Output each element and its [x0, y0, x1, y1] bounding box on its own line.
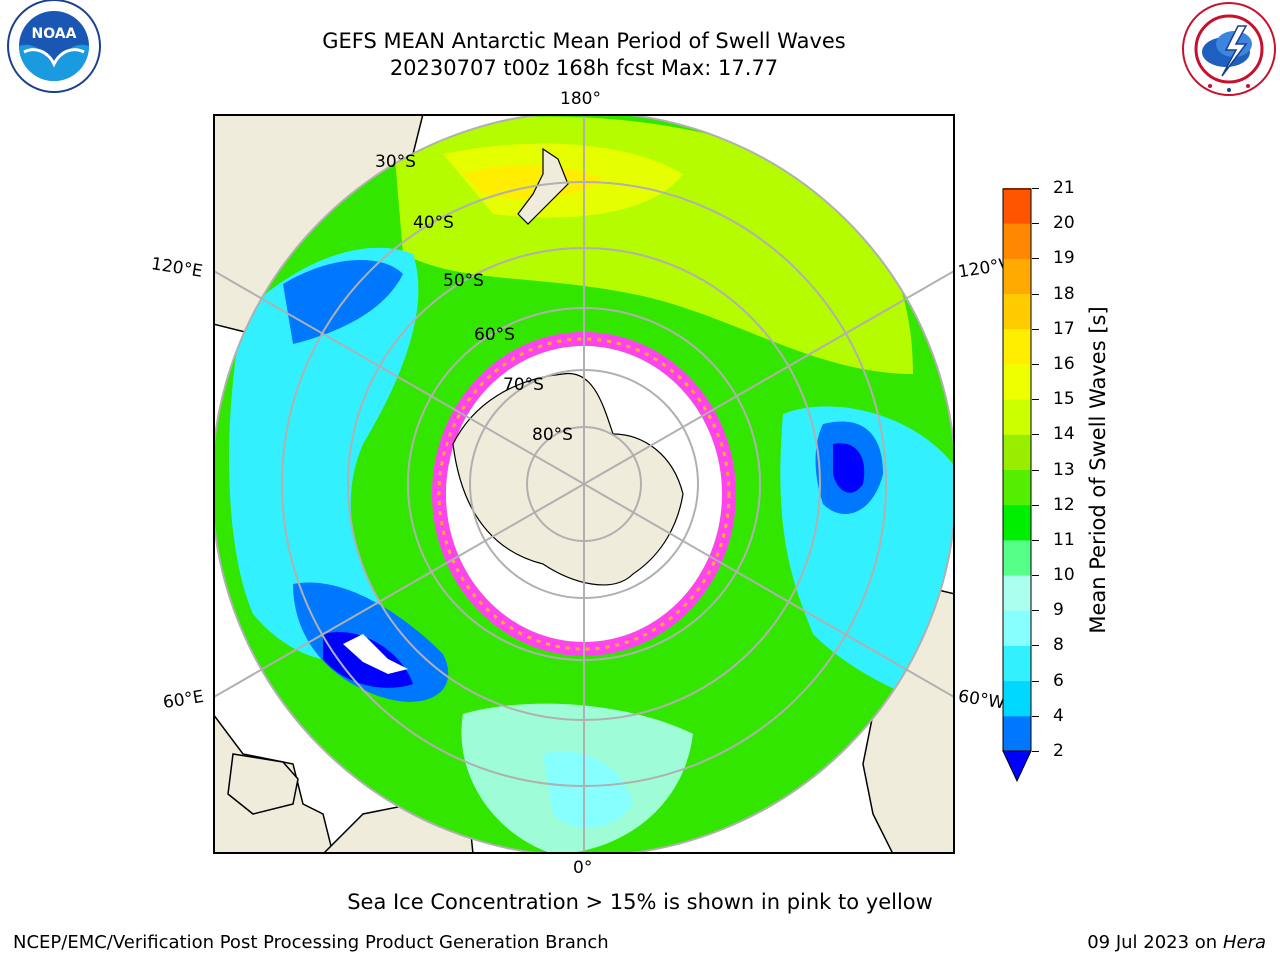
colorbar-tick-label: 19 [1053, 248, 1075, 269]
colorbar-tick [1032, 399, 1039, 401]
colorbar-tick-label: 11 [1053, 529, 1075, 550]
madagascar-land [227, 753, 299, 815]
colorbar-tick-label: 18 [1053, 283, 1075, 304]
colorbar-segment [1003, 328, 1031, 365]
colorbar-tick [1032, 575, 1039, 577]
noaa-logo: NOAA [7, 0, 101, 93]
colorbar-tick-label: 20 [1053, 213, 1075, 234]
lon-label-60e: 60°E [161, 686, 206, 714]
colorbar-tick [1032, 539, 1039, 541]
colorbar-segment [1003, 645, 1031, 682]
date-stamp-host: Hera [1222, 932, 1266, 953]
colorbar-segment [1003, 539, 1031, 576]
colorbar-segment [1003, 575, 1031, 611]
colorbar-tick-label: 10 [1053, 565, 1075, 586]
colorbar-segment [1003, 715, 1031, 752]
lat-label-50s: 50°S [443, 271, 484, 291]
colorbar-tick [1032, 469, 1039, 471]
sea-ice-caption: Sea Ice Concentration > 15% is shown in … [347, 890, 933, 914]
lon-label-180: 180° [560, 89, 601, 109]
colorbar-segment [1003, 469, 1031, 506]
credit-text: NCEP/EMC/Verification Post Processing Pr… [13, 932, 609, 953]
date-stamp: 09 Jul 2023 on Hera [1087, 932, 1266, 953]
colorbar-segment [1003, 434, 1031, 470]
nws-logo [1182, 2, 1276, 96]
colorbar-tick-label: 16 [1053, 353, 1075, 374]
colorbar-tick-label: 12 [1053, 494, 1075, 515]
chart-title: GEFS MEAN Antarctic Mean Period of Swell… [322, 29, 846, 53]
lat-label-60s: 60°S [474, 325, 515, 345]
colorbar-tick-label: 14 [1053, 424, 1075, 445]
antarctica-land [452, 373, 684, 586]
colorbar-label: Mean Period of Swell Waves [s] [1086, 306, 1110, 634]
lon-label-60w: 60°W [956, 686, 1007, 714]
colorbar-tick [1032, 293, 1039, 295]
colorbar-tick-label: 13 [1053, 459, 1075, 480]
colorbar-segment [1003, 293, 1031, 330]
colorbar-segment [1003, 363, 1031, 400]
colorbar-tick-label: 17 [1053, 318, 1075, 339]
chart-subtitle: 20230707 t00z 168h fcst Max: 17.77 [389, 56, 779, 80]
colorbar-tick-label: 8 [1053, 635, 1064, 656]
lat-label-40s: 40°S [413, 213, 454, 233]
colorbar-tick [1032, 680, 1039, 682]
new-zealand-land [517, 147, 569, 225]
lat-label-80s: 80°S [532, 425, 573, 445]
lon-label-120e: 120°E [149, 254, 204, 282]
colorbar-tick [1032, 188, 1039, 189]
colorbar-tick [1032, 258, 1039, 260]
colorbar-tick [1032, 434, 1039, 436]
colorbar-tick [1032, 751, 1039, 752]
colorbar-tick-label: 21 [1053, 178, 1075, 198]
colorbar-tick [1032, 610, 1039, 612]
colorbar-segment [1003, 399, 1031, 435]
colorbar-tick [1032, 715, 1039, 717]
lat-label-30s: 30°S [375, 152, 416, 172]
colorbar-segment [1003, 258, 1031, 295]
colorbar-tick [1032, 363, 1039, 365]
colorbar-tick [1032, 328, 1039, 330]
colorbar-frame [1002, 188, 1032, 752]
colorbar-segment [1003, 188, 1031, 224]
colorbar-segment [1003, 223, 1031, 259]
colorbar-tick [1032, 645, 1039, 647]
lat-label-70s: 70°S [503, 375, 544, 395]
colorbar-tick [1032, 504, 1039, 506]
colorbar-tick-label: 4 [1053, 705, 1064, 726]
colorbar [1002, 188, 1032, 783]
polar-map [213, 114, 955, 854]
lon-label-0: 0° [573, 858, 593, 878]
colorbar-tick-label: 15 [1053, 389, 1075, 410]
colorbar-segment [1003, 680, 1031, 717]
colorbar-under-arrow [1002, 750, 1032, 783]
colorbar-tick [1032, 223, 1039, 225]
date-stamp-date: 09 Jul 2023 on [1087, 932, 1218, 953]
colorbar-tick-label: 9 [1053, 600, 1064, 621]
colorbar-tick-label: 6 [1053, 670, 1064, 691]
colorbar-segment [1003, 504, 1031, 541]
colorbar-segment [1003, 610, 1031, 646]
colorbar-tick-label: 2 [1053, 741, 1064, 761]
noaa-logo-text: NOAA [32, 26, 77, 42]
